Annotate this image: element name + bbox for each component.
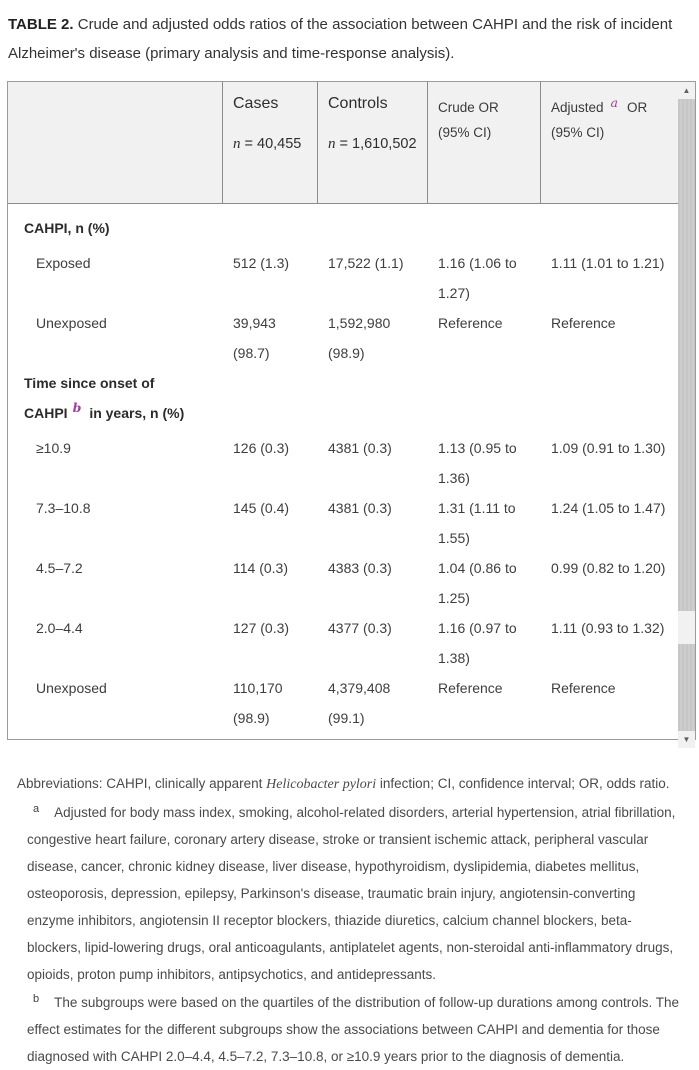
table-caption-text: Crude and adjusted odds ratios of the as… [8, 16, 673, 62]
abbreviations-species-name: Helicobacter pylori [266, 777, 377, 792]
table-row-unexposed-time: Unexposed 110,170 (98.9) 4,379,408 (99.1… [8, 673, 695, 733]
cell-adjusted-or: 1.09 (0.91 to 1.30) [551, 440, 666, 456]
scroll-up-arrow-icon[interactable]: ▲ [678, 82, 695, 99]
data-table: Cases n = 40,455 Controls n = 1,610,502 … [7, 81, 696, 740]
table-header-row: Cases n = 40,455 Controls n = 1,610,502 … [8, 82, 695, 204]
footnote-a-text: Adjusted for body mass index, smoking, a… [27, 805, 676, 982]
table-caption: TABLE 2. Crude and adjusted odds ratios … [8, 10, 689, 68]
cell-controls: 4381 (0.3) [328, 500, 392, 516]
header-cell-adjusted-or: Adjusted a OR (95% CI) [541, 82, 695, 203]
header-cell-cases: Cases n = 40,455 [223, 82, 318, 203]
adjusted-or-title: Adjusted a OR [551, 95, 687, 120]
cell-adjusted-or: Reference [551, 315, 616, 331]
table-caption-label: TABLE 2. [8, 16, 74, 33]
abbreviations-post: infection; CI, confidence interval; OR, … [376, 776, 670, 791]
cell-cases: 110,170 (98.9) [233, 680, 283, 726]
cell-controls: 4383 (0.3) [328, 560, 392, 576]
row-label: Exposed [36, 255, 91, 271]
header-cell-controls: Controls n = 1,610,502 [318, 82, 428, 203]
cell-controls: 1,592,980 (98.9) [328, 315, 391, 361]
row-label: Unexposed [36, 315, 107, 331]
footnote-b-marker: b [33, 992, 40, 1005]
row-label: 2.0–4.4 [36, 620, 83, 636]
footnote-b-text: The subgroups were based on the quartile… [27, 995, 679, 1064]
table-row-section-time-since-onset: Time since onset of CAHPI b in years, n (%… [8, 368, 695, 428]
cell-cases: 114 (0.3) [233, 560, 288, 576]
cell-crude-or: Reference [438, 680, 503, 696]
controls-header-n: n = 1,610,502 [328, 132, 419, 156]
table-row-7-3-10-8: 7.3–10.8 145 (0.4) 4381 (0.3) 1.31 (1.11… [8, 493, 695, 553]
cell-crude-or: 1.31 (1.11 to 1.55) [438, 500, 516, 546]
cell-crude-or: 1.13 (0.95 to 1.36) [438, 440, 517, 486]
footnote-ref-b: b [72, 400, 82, 416]
cases-header-n: n = 40,455 [233, 132, 309, 156]
table-row-ge-10-9: ≥10.9 126 (0.3) 4381 (0.3) 1.13 (0.95 to… [8, 433, 695, 493]
cases-n-symbol: n [233, 136, 241, 152]
page: { "caption": { "label": "TABLE 2.", "tex… [0, 10, 699, 1065]
footnote-a-marker: a [33, 802, 40, 815]
cell-adjusted-or: 0.99 (0.82 to 1.20) [551, 560, 666, 576]
footnote-b: b The subgroups were based on the quartil… [27, 989, 685, 1070]
cell-cases: 126 (0.3) [233, 440, 290, 456]
row-label: 7.3–10.8 [36, 500, 91, 516]
header-cell-crude-or: Crude OR (95% CI) [428, 82, 541, 203]
table-row-section-cahpi: CAHPI, n (%) [8, 213, 695, 243]
table-scroll-container: Cases n = 40,455 Controls n = 1,610,502 … [7, 81, 696, 748]
cell-adjusted-or: 1.24 (1.05 to 1.47) [551, 500, 666, 516]
cell-controls: 4381 (0.3) [328, 440, 392, 456]
cell-crude-or: Reference [438, 315, 503, 331]
row-label: 4.5–7.2 [36, 560, 83, 576]
cell-adjusted-or: Reference [551, 680, 616, 696]
cell-cases: 39,943 (98.7) [233, 315, 276, 361]
row-label: Time since onset of CAHPI b in years, n (%… [8, 368, 223, 428]
header-cell-empty [8, 82, 223, 203]
cell-cases: 127 (0.3) [233, 620, 290, 636]
table-body: CAHPI, n (%) Exposed 512 (1.3) 17,522 (1… [8, 204, 695, 739]
cell-crude-or: 1.16 (0.97 to 1.38) [438, 620, 517, 666]
footnote-a: a Adjusted for body mass index, smoking, … [27, 799, 685, 988]
cell-crude-or: 1.16 (1.06 to 1.27) [438, 255, 517, 301]
table-row-unexposed: Unexposed 39,943 (98.7) 1,592,980 (98.9)… [8, 308, 695, 368]
scroll-down-arrow-icon[interactable]: ▼ [678, 731, 695, 748]
footnote-ref-a: a [610, 94, 618, 110]
cell-cases: 145 (0.4) [233, 500, 290, 516]
controls-n-symbol: n [328, 136, 336, 152]
cell-controls: 4377 (0.3) [328, 620, 392, 636]
vertical-scrollbar[interactable]: ▲ ▼ [678, 82, 695, 748]
table-row-4-5-7-2: 4.5–7.2 114 (0.3) 4383 (0.3) 1.04 (0.86 … [8, 553, 695, 613]
table-row-exposed: Exposed 512 (1.3) 17,522 (1.1) 1.16 (1.0… [8, 248, 695, 308]
cell-adjusted-or: 1.11 (0.93 to 1.32) [551, 620, 665, 636]
row-label: CAHPI, n (%) [24, 220, 110, 236]
section-label-line2: CAHPI [24, 405, 68, 421]
controls-header-title: Controls [328, 95, 388, 112]
row-label: ≥10.9 [36, 440, 71, 456]
controls-n-value: = 1,610,502 [335, 136, 417, 152]
cases-n-value: = 40,455 [240, 136, 302, 152]
row-label: Unexposed [36, 680, 107, 696]
cell-controls: 4,379,408 (99.1) [328, 680, 391, 726]
cases-header-title: Cases [233, 95, 279, 112]
cell-crude-or: 1.04 (0.86 to 1.25) [438, 560, 517, 606]
abbreviations-pre: Abbreviations: CAHPI, clinically apparen… [17, 776, 267, 791]
abbreviations-line: Abbreviations: CAHPI, clinically apparen… [17, 770, 685, 798]
footnotes: Abbreviations: CAHPI, clinically apparen… [0, 770, 699, 1070]
cell-adjusted-or: 1.11 (1.01 to 1.21) [551, 255, 665, 271]
crude-or-ci: (95% CI) [438, 125, 492, 140]
cell-cases: 512 (1.3) [233, 255, 290, 271]
adjusted-or-ci: (95% CI) [551, 125, 605, 140]
adjusted-or-label: OR [627, 100, 648, 115]
adjusted-label: Adjusted [551, 100, 604, 115]
section-label-line1: Time since onset of [24, 375, 155, 391]
cell-controls: 17,522 (1.1) [328, 255, 404, 271]
table-row-2-0-4-4: 2.0–4.4 127 (0.3) 4377 (0.3) 1.16 (0.97 … [8, 613, 695, 673]
scrollbar-thumb[interactable] [678, 611, 695, 644]
crude-or-title: Crude OR [438, 100, 499, 115]
section-label-line2-rest: in years, n (%) [89, 405, 185, 421]
